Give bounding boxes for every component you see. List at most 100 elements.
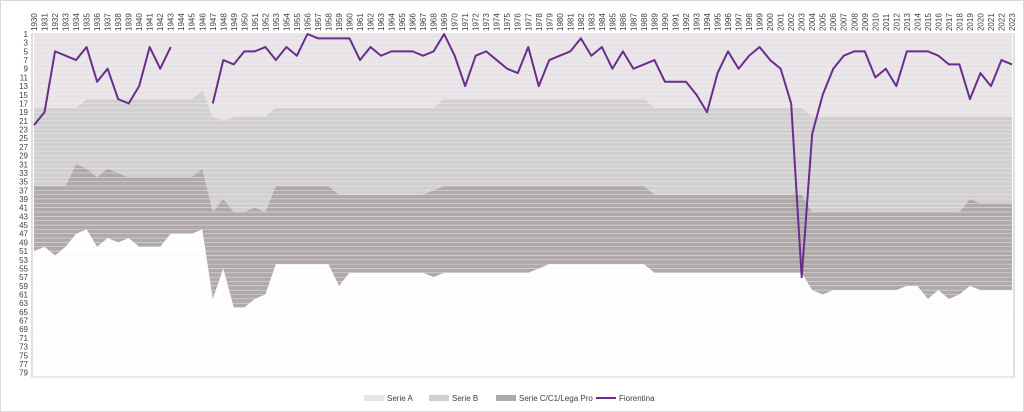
- y-tick-label: 45: [19, 221, 28, 230]
- x-tick-label: 1943: [167, 13, 176, 31]
- x-tick-label: 1940: [135, 13, 144, 31]
- x-tick-label: 1962: [367, 13, 376, 31]
- y-tick-label: 31: [19, 160, 28, 169]
- y-tick-label: 29: [19, 152, 28, 161]
- x-tick-label: 1945: [188, 13, 197, 31]
- y-tick-label: 5: [24, 47, 29, 56]
- x-tick-label: 2013: [903, 13, 912, 31]
- x-tick-label: 1951: [251, 13, 260, 31]
- y-tick-label: 17: [19, 99, 28, 108]
- x-tick-label: 2009: [861, 13, 870, 31]
- x-tick-label: 1959: [335, 13, 344, 31]
- x-tick-label: 1990: [661, 13, 670, 31]
- y-tick-label: 63: [19, 299, 28, 308]
- x-tick-label: 1970: [451, 13, 460, 31]
- x-tick-label: 1969: [440, 13, 449, 31]
- x-tick-label: 1999: [756, 13, 765, 31]
- x-tick-label: 1991: [671, 13, 680, 31]
- x-tick-label: 1981: [566, 13, 575, 31]
- x-tick-label: 1979: [545, 13, 554, 31]
- x-tick-label: 1963: [377, 13, 386, 31]
- legend-label-serie-a: Serie A: [387, 394, 413, 403]
- x-tick-label: 2000: [766, 13, 775, 31]
- x-tick-label: 1993: [693, 13, 702, 31]
- y-tick-label: 21: [19, 117, 28, 126]
- y-tick-label: 77: [19, 360, 28, 369]
- x-tick-label: 1967: [419, 13, 428, 31]
- y-tick-label: 67: [19, 317, 28, 326]
- y-tick-label: 75: [19, 351, 28, 360]
- x-tick-label: 1960: [345, 13, 354, 31]
- x-tick-label: 1955: [293, 13, 302, 31]
- y-tick-label: 55: [19, 264, 28, 273]
- x-tick-label: 2007: [840, 13, 849, 31]
- x-tick-label: 1986: [619, 13, 628, 31]
- x-tick-label: 1966: [409, 13, 418, 31]
- x-tick-label: 1978: [535, 13, 544, 31]
- x-tick-label: 1939: [125, 13, 134, 31]
- y-tick-label: 25: [19, 134, 28, 143]
- x-tick-label: 2005: [819, 13, 828, 31]
- gridlines: [32, 33, 1014, 378]
- x-tick-label: 1950: [240, 13, 249, 31]
- x-tick-label: 2010: [871, 13, 880, 31]
- y-tick-label: 39: [19, 195, 28, 204]
- x-tick-label: 1948: [219, 13, 228, 31]
- x-tick-label: 1953: [272, 13, 281, 31]
- x-tick-label: 2021: [987, 13, 996, 31]
- x-tick-label: 1965: [398, 13, 407, 31]
- y-tick-label: 35: [19, 178, 28, 187]
- x-tick-label: 1941: [146, 13, 155, 31]
- x-tick-label: 1975: [503, 13, 512, 31]
- legend: Serie A Serie B Serie C/C1/Lega Pro Fiorent…: [364, 394, 655, 403]
- x-tick-label: 1988: [640, 13, 649, 31]
- x-tick-label: 1982: [577, 13, 586, 31]
- x-tick-label: 1997: [735, 13, 744, 31]
- x-tick-label: 2008: [850, 13, 859, 31]
- legend-label-fiorentina: Fiorentina: [619, 394, 655, 403]
- x-tick-label: 2016: [934, 13, 943, 31]
- x-tick-label: 2006: [829, 13, 838, 31]
- x-tick-label: 1992: [682, 13, 691, 31]
- x-tick-label: 2020: [976, 13, 985, 31]
- x-tick-label: 1949: [230, 13, 239, 31]
- y-tick-label: 9: [24, 65, 29, 74]
- legend-swatch-serie-a: [364, 395, 384, 401]
- x-tick-label: 1931: [41, 13, 50, 31]
- y-tick-label: 73: [19, 343, 28, 352]
- x-tick-label: 2004: [808, 13, 817, 31]
- x-axis-ticks: 1930 1931 1932 1933 1934 1935 1936 1937 1938 1939…: [30, 13, 1017, 31]
- x-tick-label: 1964: [388, 13, 397, 31]
- y-tick-label: 79: [19, 369, 28, 378]
- fiorentina-line: [211, 33, 1013, 279]
- legend-label-serie-c-c1-lega-pro: Serie C/C1/Lega Pro: [519, 394, 593, 403]
- fiorentina-line: [33, 46, 172, 126]
- x-tick-label: 2018: [955, 13, 964, 31]
- x-tick-label: 1935: [83, 13, 92, 31]
- y-tick-label: 65: [19, 308, 28, 317]
- x-tick-label: 1989: [650, 13, 659, 31]
- y-tick-label: 13: [19, 82, 28, 91]
- y-tick-label: 59: [19, 282, 28, 291]
- x-tick-label: 2011: [882, 13, 891, 31]
- x-tick-label: 1987: [629, 13, 638, 31]
- x-tick-label: 1956: [303, 13, 312, 31]
- y-tick-label: 23: [19, 126, 28, 135]
- y-tick-label: 43: [19, 212, 28, 221]
- x-tick-label: 1984: [598, 13, 607, 31]
- x-tick-label: 1933: [62, 13, 71, 31]
- x-tick-label: 1974: [493, 13, 502, 31]
- y-tick-label: 57: [19, 273, 28, 282]
- y-tick-label: 49: [19, 238, 28, 247]
- fiorentina-line-group: [33, 33, 1013, 279]
- y-tick-label: 37: [19, 186, 28, 195]
- y-tick-label: 11: [20, 73, 29, 82]
- x-tick-label: 1994: [703, 13, 712, 31]
- x-tick-label: 1937: [104, 13, 113, 31]
- x-tick-label: 2015: [924, 13, 933, 31]
- x-tick-label: 1942: [156, 13, 165, 31]
- x-tick-label: 1996: [724, 13, 733, 31]
- x-tick-label: 2017: [945, 13, 954, 31]
- x-tick-label: 1954: [282, 13, 291, 31]
